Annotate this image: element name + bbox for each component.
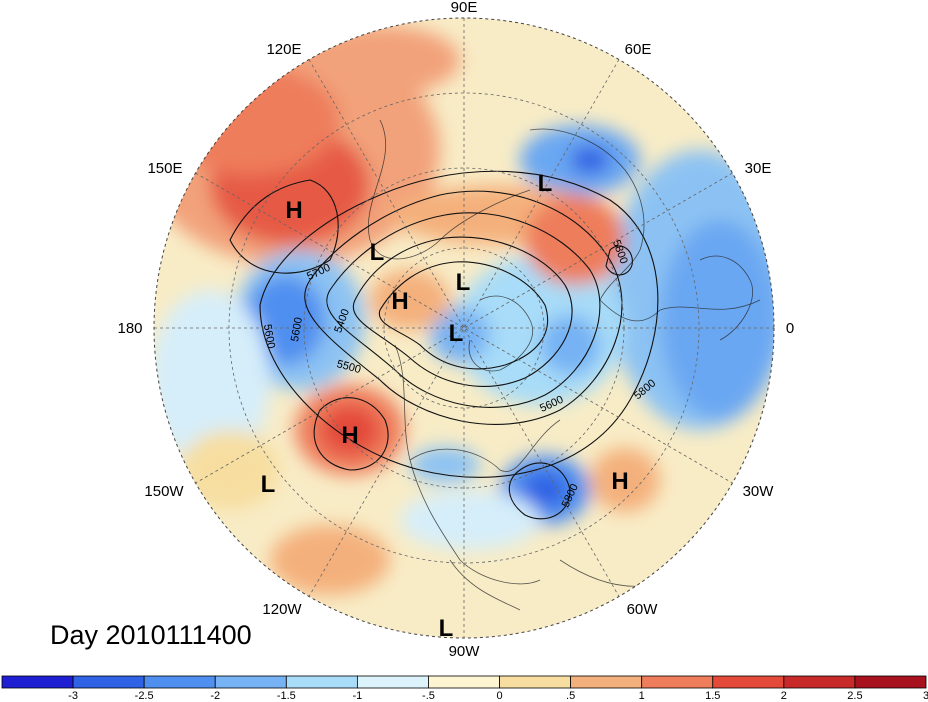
colorbar-swatch xyxy=(783,675,856,689)
colorbar-swatch xyxy=(72,675,145,689)
colorbar-tick-label: -1.5 xyxy=(277,690,296,702)
lon-label-180: 180 xyxy=(117,320,142,337)
colorbar-tick-label: 2.5 xyxy=(847,690,862,702)
colorbar-tick-label: -1 xyxy=(352,690,362,702)
low-marker: L xyxy=(261,471,276,498)
contour-label: 5600 xyxy=(261,323,277,349)
lon-label-150w: 150W xyxy=(144,483,184,500)
colorbar-tick-label: 0 xyxy=(496,690,502,702)
colorbar-swatch xyxy=(570,675,643,689)
low-marker: L xyxy=(370,239,385,266)
high-marker: H xyxy=(285,197,302,224)
colorbar-tick-label: -2.5 xyxy=(135,690,154,702)
lon-label-30e: 30E xyxy=(745,160,772,177)
lon-label-0: 0 xyxy=(786,320,794,337)
colorbar-swatch xyxy=(143,675,216,689)
low-marker: L xyxy=(538,170,553,197)
lon-label-120e: 120E xyxy=(266,41,301,58)
anomaly-field xyxy=(154,18,774,638)
lon-label-120w: 120W xyxy=(262,601,302,618)
pressure-systems: H H H H L L L L L L xyxy=(261,170,629,642)
colorbar-tick-label: .5 xyxy=(566,690,575,702)
colorbar: -3 -2.5 -2 -1.5 -1 -.5 0 .5 1 1.5 2 2.5 3 xyxy=(1,675,928,702)
colorbar-tick-label: 1 xyxy=(639,690,645,702)
colorbar-swatch xyxy=(641,675,714,689)
map-boundary xyxy=(153,17,775,639)
colorbar-tick-label: 3 xyxy=(923,690,928,702)
colorbar-swatch xyxy=(214,675,287,689)
lon-label-30w: 30W xyxy=(743,483,775,500)
lon-label-90w: 90W xyxy=(449,643,481,660)
colorbar-tick-label: 1.5 xyxy=(705,690,720,702)
colorbar-swatch xyxy=(499,675,572,689)
colorbar-tick-label: -.5 xyxy=(422,690,435,702)
longitude-labels: 90E 60E 30E 0 30W 60W 90W 120W 150W 180 … xyxy=(117,0,794,660)
low-marker: L xyxy=(449,320,464,347)
colorbar-swatch xyxy=(854,675,927,689)
colorbar-swatch xyxy=(428,675,500,689)
high-marker: H xyxy=(391,288,408,315)
low-marker: L xyxy=(456,269,471,296)
lon-label-150e: 150E xyxy=(147,160,182,177)
colorbar-swatch xyxy=(1,675,74,689)
colorbar-tick-label: -2 xyxy=(210,690,220,702)
lon-label-60e: 60E xyxy=(625,41,652,58)
lon-label-90e: 90E xyxy=(451,0,478,16)
lon-label-60w: 60W xyxy=(627,601,659,618)
colorbar-swatch xyxy=(356,675,429,689)
day-label: Day 2010111400 xyxy=(50,620,252,650)
colorbar-tick-label: 2 xyxy=(781,690,787,702)
colorbar-swatch xyxy=(285,675,358,689)
contour-label: 5600 xyxy=(289,316,305,342)
colorbar-tick-label: -3 xyxy=(68,690,78,702)
high-marker: H xyxy=(341,422,358,449)
low-marker: L xyxy=(439,615,454,642)
colorbar-swatch xyxy=(712,675,785,689)
high-marker: H xyxy=(611,468,628,495)
